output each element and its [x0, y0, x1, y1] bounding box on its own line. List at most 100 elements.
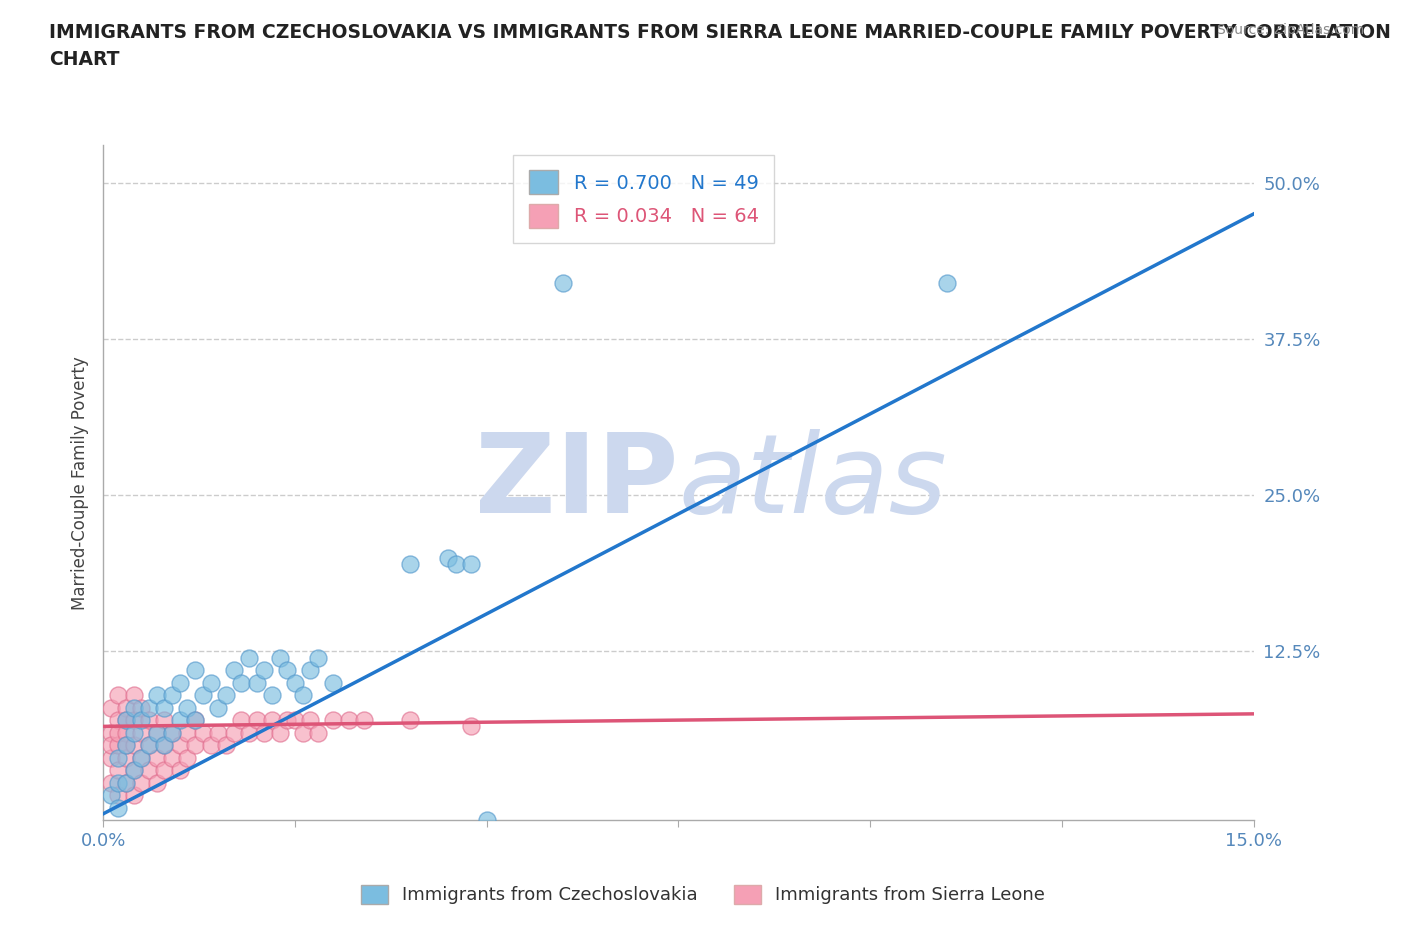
Point [291, 725, 314, 740]
Point [215, 687, 238, 702]
Point [276, 712, 298, 727]
Point [437, 551, 460, 565]
Point [131, 751, 153, 765]
Point [276, 663, 298, 678]
Point [107, 725, 129, 740]
Point [284, 675, 307, 690]
Text: atlas: atlas [678, 429, 948, 537]
Point [184, 712, 207, 727]
Point [299, 712, 322, 727]
Point [245, 675, 267, 690]
Point [138, 712, 160, 727]
Point [284, 712, 307, 727]
Point [122, 763, 145, 777]
Point [222, 663, 245, 678]
Point [553, 275, 575, 290]
Point [207, 700, 229, 715]
Point [115, 725, 138, 740]
Point [160, 725, 183, 740]
Point [160, 687, 183, 702]
Point [176, 725, 198, 740]
Point [215, 737, 238, 752]
Point [353, 712, 375, 727]
Point [184, 712, 207, 727]
Point [131, 725, 153, 740]
Point [107, 788, 129, 803]
Point [153, 712, 176, 727]
Point [138, 763, 160, 777]
Point [444, 556, 467, 571]
Point [100, 700, 122, 715]
Point [153, 737, 176, 752]
Point [146, 725, 169, 740]
Point [146, 776, 169, 790]
Point [115, 776, 138, 790]
Point [322, 675, 344, 690]
Point [138, 700, 160, 715]
Point [269, 650, 291, 665]
Point [115, 776, 138, 790]
Point [107, 712, 129, 727]
Point [122, 788, 145, 803]
Point [131, 776, 153, 790]
Point [200, 675, 222, 690]
Point [191, 687, 214, 702]
Point [260, 712, 283, 727]
Text: IMMIGRANTS FROM CZECHOSLOVAKIA VS IMMIGRANTS FROM SIERRA LEONE MARRIED-COUPLE FA: IMMIGRANTS FROM CZECHOSLOVAKIA VS IMMIGR… [49, 23, 1391, 69]
Point [100, 725, 122, 740]
Point [122, 725, 145, 740]
Point [176, 700, 198, 715]
Y-axis label: Married-Couple Family Poverty: Married-Couple Family Poverty [72, 356, 89, 609]
Point [146, 687, 169, 702]
Point [253, 725, 276, 740]
Point [169, 675, 191, 690]
Point [153, 737, 176, 752]
Point [307, 650, 329, 665]
Point [399, 712, 422, 727]
Point [107, 737, 129, 752]
Point [138, 737, 160, 752]
Point [935, 275, 957, 290]
Point [238, 725, 260, 740]
Point [307, 725, 329, 740]
Point [107, 800, 129, 815]
Point [322, 712, 344, 727]
Legend: Immigrants from Czechoslovakia, Immigrants from Sierra Leone: Immigrants from Czechoslovakia, Immigran… [353, 878, 1053, 911]
Point [131, 751, 153, 765]
Point [291, 687, 314, 702]
Point [107, 751, 129, 765]
Point [460, 556, 482, 571]
Point [231, 675, 253, 690]
Point [231, 712, 253, 727]
Point [191, 725, 214, 740]
Point [269, 725, 291, 740]
Text: ZIP: ZIP [475, 429, 678, 537]
Point [184, 737, 207, 752]
Point [122, 712, 145, 727]
Point [153, 763, 176, 777]
Point [100, 751, 122, 765]
Point [200, 737, 222, 752]
Point [245, 712, 267, 727]
Point [122, 737, 145, 752]
Point [299, 663, 322, 678]
Point [253, 663, 276, 678]
Point [122, 687, 145, 702]
Point [460, 719, 482, 734]
Point [160, 751, 183, 765]
Point [115, 737, 138, 752]
Point [138, 737, 160, 752]
Point [169, 737, 191, 752]
Point [122, 700, 145, 715]
Text: Source: ZipAtlas.com: Source: ZipAtlas.com [1216, 23, 1364, 37]
Point [131, 712, 153, 727]
Point [115, 751, 138, 765]
Point [100, 788, 122, 803]
Point [100, 737, 122, 752]
Point [146, 751, 169, 765]
Point [169, 763, 191, 777]
Point [222, 725, 245, 740]
Point [337, 712, 360, 727]
Point [260, 687, 283, 702]
Point [100, 776, 122, 790]
